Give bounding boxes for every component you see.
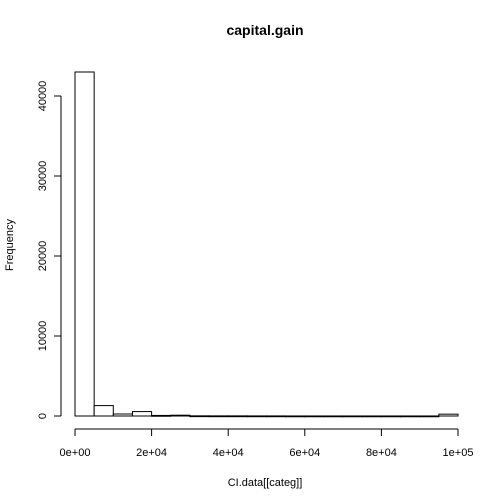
histogram-bar-6: [189, 415, 210, 418]
histogram-bar-7: [208, 415, 229, 418]
y-axis: 0 10000 20000 30000 40000: [37, 81, 62, 419]
x-tick-label-4: 8e+04: [366, 447, 397, 459]
y-tick-label-0: 0: [37, 413, 49, 419]
histogram-bar-3: [131, 411, 153, 417]
x-axis: 0e+00 2e+04 4e+04 6e+04 8e+04 1e+05: [60, 428, 474, 459]
x-axis-label: CI.data[[categ]]: [228, 477, 303, 489]
histogram-bar-10: [266, 415, 287, 418]
x-tick-label-1: 2e+04: [136, 447, 167, 459]
y-tick-label-2: 20000: [37, 241, 49, 272]
y-axis-label: Frequency: [4, 219, 16, 271]
histogram-bar-14: [342, 415, 363, 418]
x-tick-label-2: 4e+04: [213, 447, 244, 459]
histogram-bar-13: [323, 415, 344, 418]
histogram-bar-17: [400, 415, 421, 418]
bars-group: [74, 71, 459, 418]
histogram-bar-1: [93, 405, 114, 417]
histogram-bar-16: [380, 415, 402, 418]
histogram-bar-2: [112, 413, 133, 417]
y-tick-label-1: 10000: [37, 321, 49, 352]
histogram-bar-4: [151, 414, 172, 417]
x-tick-label-3: 6e+04: [289, 447, 320, 459]
histogram-bar-5: [170, 414, 191, 417]
histogram-bar-12: [304, 415, 325, 418]
x-tick-label-5: 1e+05: [443, 447, 474, 459]
histogram-bar-11: [285, 415, 306, 418]
x-tick-label-0: 0e+00: [60, 447, 91, 459]
histogram-bar-9: [246, 415, 268, 418]
histogram-bar-15: [361, 415, 382, 418]
histogram-bar-8: [227, 415, 248, 418]
y-tick-label-4: 40000: [37, 81, 49, 112]
histogram-bar-18: [419, 415, 440, 418]
histogram-bar-0: [74, 71, 95, 417]
chart-title: capital.gain: [226, 22, 303, 38]
y-tick-label-3: 30000: [37, 161, 49, 192]
histogram-bar-19: [438, 413, 459, 417]
